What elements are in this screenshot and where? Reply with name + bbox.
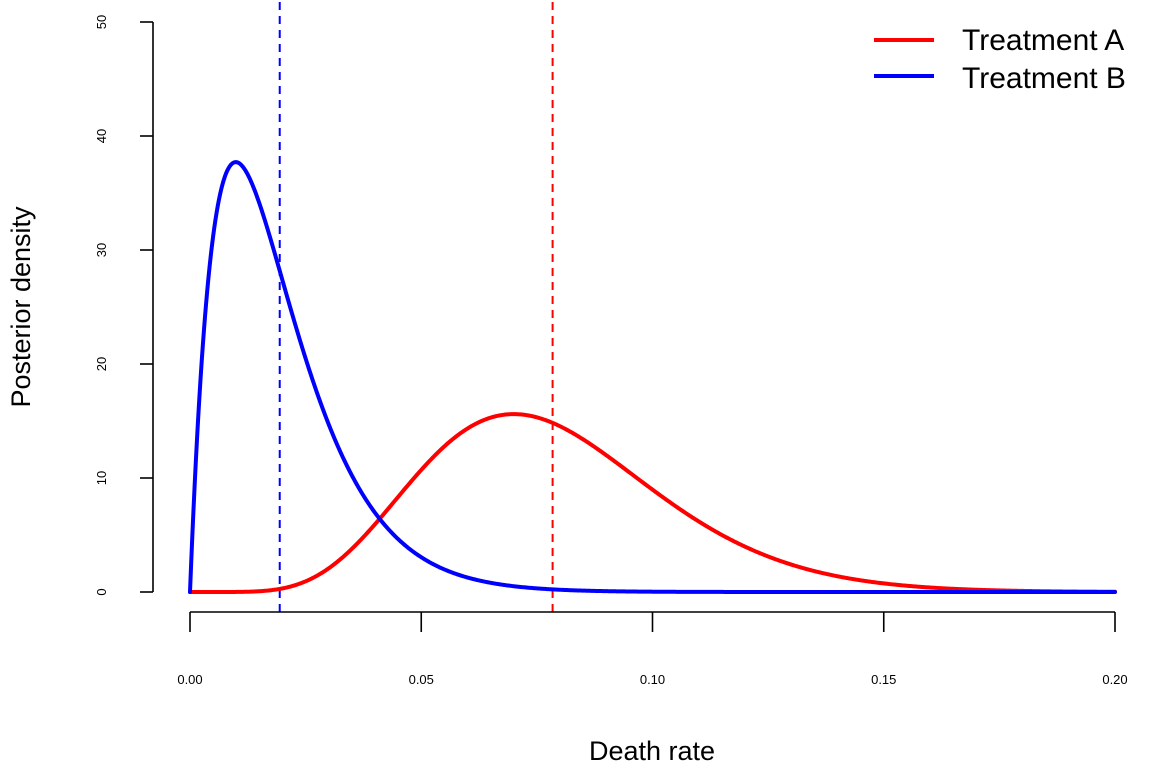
y-tick-label: 20 [94, 357, 109, 371]
density-curve-treatment-a [188, 412, 1117, 594]
y-tick-label: 50 [94, 15, 109, 29]
legend-label-treatment-a: Treatment A [962, 24, 1124, 57]
y-tick-label: 30 [94, 243, 109, 257]
y-tick-label: 40 [94, 129, 109, 143]
x-tick-label: 0.10 [640, 672, 665, 687]
x-tick-label: 0.00 [177, 672, 202, 687]
density-curve-treatment-b [188, 160, 1117, 594]
axes: 0 10 20 30 40 50 0.00 0.05 0.10 0.15 0.20 [94, 15, 1128, 687]
legend: Treatment A Treatment B [874, 24, 1126, 95]
x-tick-label: 0.15 [871, 672, 896, 687]
x-tick-label: 0.20 [1102, 672, 1127, 687]
x-axis-title: Death rate [589, 736, 715, 766]
plot-area [188, 2, 1117, 614]
y-axis-title: Posterior density [6, 206, 36, 408]
y-tick-label: 0 [94, 588, 109, 595]
x-tick-label: 0.05 [409, 672, 434, 687]
legend-label-treatment-b: Treatment B [962, 62, 1126, 95]
y-tick-label: 10 [94, 471, 109, 485]
